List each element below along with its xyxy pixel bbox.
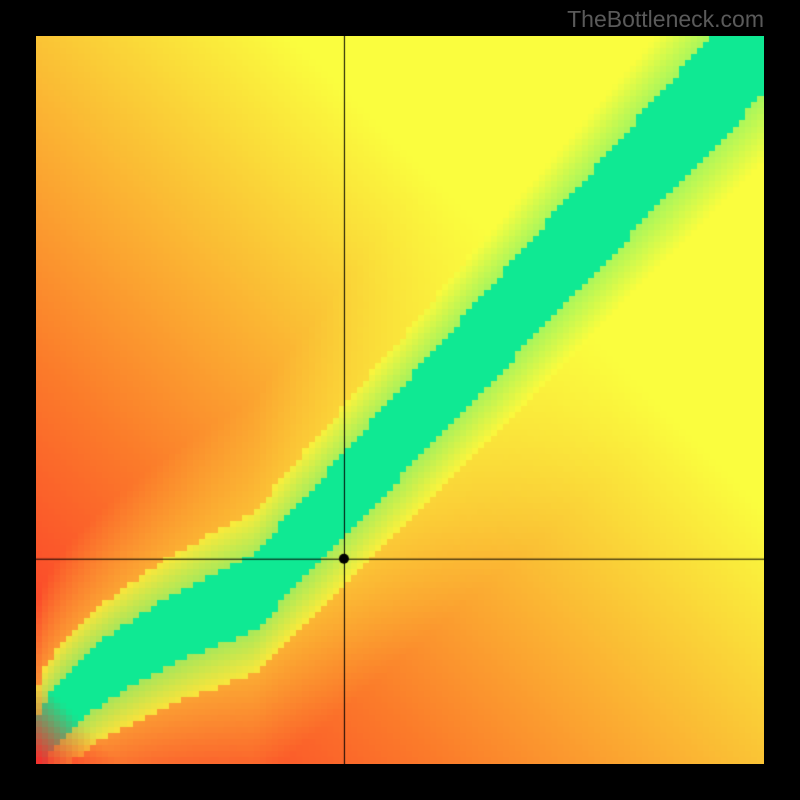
heatmap-plot	[36, 36, 764, 764]
chart-container: TheBottleneck.com	[0, 0, 800, 800]
heatmap-canvas	[36, 36, 764, 764]
watermark-text: TheBottleneck.com	[567, 6, 764, 33]
